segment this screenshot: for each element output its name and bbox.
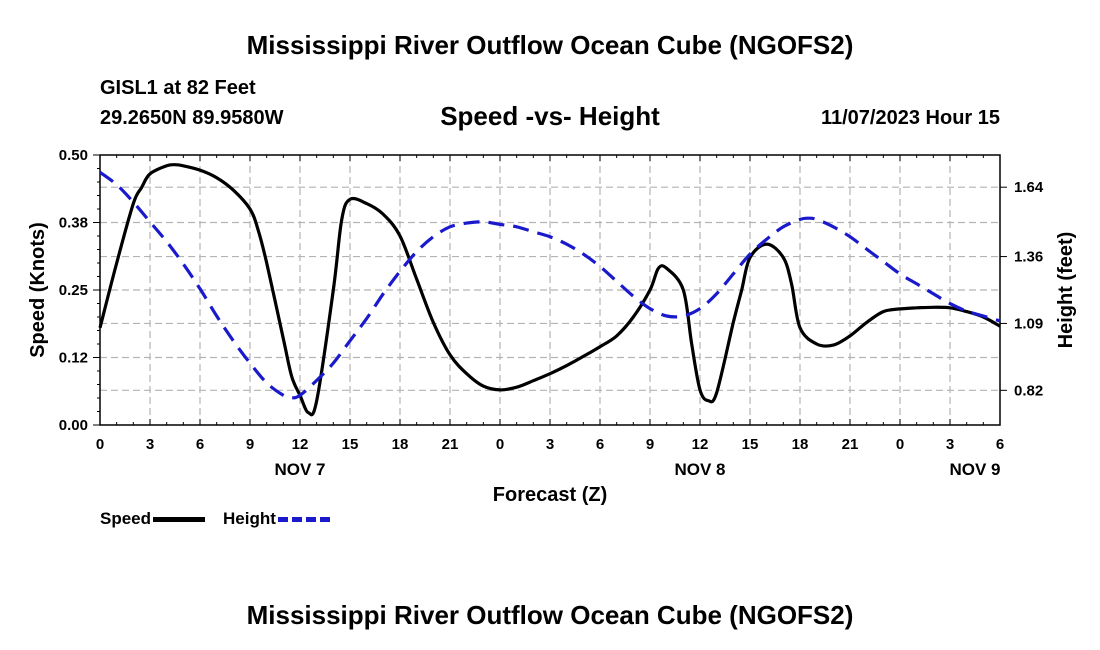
chart-title: Mississippi River Outflow Ocean Cube (NG… <box>246 30 854 60</box>
x-tick-label: 15 <box>342 436 359 453</box>
x-tick-label: 6 <box>196 436 204 453</box>
y-left-tick-label: 0.50 <box>59 147 88 164</box>
y-left-tick-label: 0.38 <box>59 215 88 232</box>
legend: Speed Height <box>100 508 348 530</box>
x-tick-label: 9 <box>246 436 254 453</box>
x-tick-label: 0 <box>96 436 104 453</box>
y-left-axis-label: Speed (Knots) <box>27 222 49 358</box>
y-left-tick-label: 0.00 <box>59 417 88 434</box>
x-tick-label: 6 <box>596 436 604 453</box>
date-label: NOV 7 <box>274 460 325 479</box>
x-tick-label: 0 <box>896 436 904 453</box>
x-tick-label: 9 <box>646 436 654 453</box>
x-tick-label: 12 <box>692 436 709 453</box>
x-tick-label: 15 <box>742 436 759 453</box>
y-right-axis-label: Height (feet) <box>1055 232 1077 349</box>
x-tick-label: 3 <box>546 436 554 453</box>
height-series-line <box>99 171 1001 400</box>
legend-speed-swatch <box>153 516 206 522</box>
speed-series-line <box>98 163 1001 417</box>
legend-height-label: Height <box>223 509 276 528</box>
legend-speed-label: Speed <box>100 509 152 528</box>
x-tick-label: 6 <box>996 436 1004 453</box>
legend-height-swatch <box>277 516 330 522</box>
x-tick-label: 0 <box>496 436 504 453</box>
x-tick-label: 21 <box>442 436 459 453</box>
x-tick-label: 3 <box>146 436 154 453</box>
date-label: NOV 8 <box>674 460 725 479</box>
x-axis-label: Forecast (Z) <box>493 484 607 506</box>
x-tick-label: 18 <box>392 436 409 453</box>
x-tick-label: 3 <box>946 436 954 453</box>
forecast-datetime: 11/07/2023 Hour 15 <box>820 107 1000 129</box>
x-tick-label: 12 <box>292 436 309 453</box>
y-left-tick-label: 0.12 <box>59 350 88 367</box>
footer-title: Mississippi River Outflow Ocean Cube (NG… <box>246 600 854 630</box>
station-name: GISL1 at 82 Feet <box>100 77 256 99</box>
station-coordinates: 29.2650N 89.9580W <box>100 107 284 129</box>
x-tick-label: 21 <box>842 436 859 453</box>
y-right-tick-label: 0.82 <box>1014 382 1043 399</box>
y-right-tick-label: 1.09 <box>1014 315 1043 332</box>
y-left-tick-label: 0.25 <box>59 282 88 299</box>
y-right-tick-label: 1.64 <box>1014 179 1044 196</box>
x-tick-label: 18 <box>792 436 809 453</box>
y-right-tick-label: 1.36 <box>1014 249 1043 266</box>
date-label: NOV 9 <box>949 460 1000 479</box>
chart-subtitle: Speed -vs- Height <box>440 101 660 131</box>
